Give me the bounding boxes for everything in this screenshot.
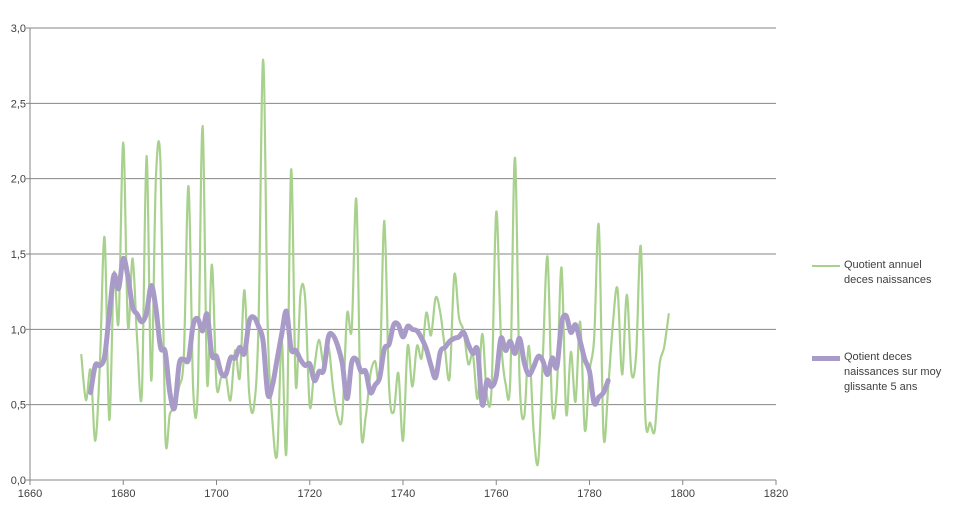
x-tick-label: 1680 — [111, 488, 135, 500]
y-tick-label: 0,0 — [11, 475, 26, 487]
series-line-moving-average — [88, 255, 611, 412]
legend-label-annual: Quotient annuel deces naissances — [844, 259, 932, 286]
y-tick-label: 3,0 — [11, 23, 26, 35]
legend: Quotient annuel deces naissances Qotient… — [812, 258, 952, 395]
x-tick-label: 1780 — [577, 488, 601, 500]
x-tick-label: 1660 — [18, 488, 42, 500]
x-tick-labels: 1660 1680 1700 1720 1740 1760 1780 1800 1820 — [18, 488, 788, 500]
x-tick-label: 1800 — [671, 488, 695, 500]
legend-swatch-moving-average — [812, 356, 840, 361]
y-tick-label: 1,5 — [11, 249, 26, 261]
y-tick-label: 2,5 — [11, 98, 26, 110]
y-tick-label: 1,0 — [11, 324, 26, 336]
x-tick-label: 1720 — [298, 488, 322, 500]
axes — [26, 27, 777, 485]
series-layer — [80, 58, 670, 466]
y-tick-label: 2,0 — [11, 174, 26, 186]
y-tick-labels: 0,0 0,5 1,0 1,5 2,0 2,5 3,0 — [11, 23, 26, 487]
series-line-annual-quotient — [80, 58, 670, 466]
legend-label-moving-average: Qotient deces naissances sur moy glissan… — [844, 351, 942, 393]
x-tick-label: 1700 — [204, 488, 228, 500]
x-tick-label: 1820 — [764, 488, 788, 500]
legend-entry-annual: Quotient annuel deces naissances — [812, 258, 952, 288]
y-tick-label: 0,5 — [11, 400, 26, 412]
x-tick-label: 1740 — [391, 488, 415, 500]
legend-entry-moving-average: Qotient deces naissances sur moy glissan… — [812, 350, 952, 395]
legend-swatch-annual — [812, 265, 840, 267]
x-tick-label: 1760 — [484, 488, 508, 500]
